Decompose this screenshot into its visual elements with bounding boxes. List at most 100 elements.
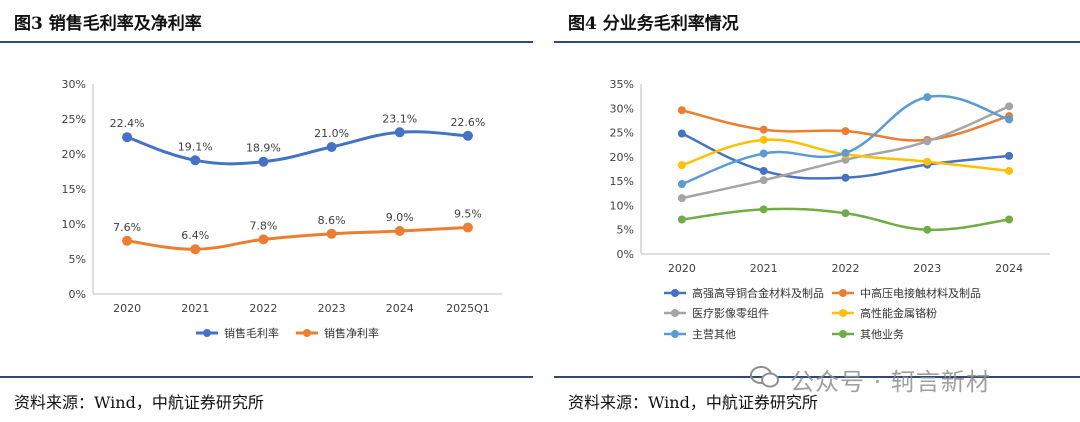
figure-3-chart: 0% 5% 10% 15% 20% 25% 30% 2020 2021 2022 2023 2024 2… — [62, 78, 502, 340]
data-label: 21.0% — [314, 127, 349, 140]
data-point — [759, 166, 768, 175]
y-tick-label: 10% — [62, 218, 86, 231]
data-point — [759, 205, 768, 214]
legend-label: 销售净利率 — [324, 326, 379, 340]
y-tick-label: 30% — [62, 78, 86, 91]
data-point — [462, 130, 473, 141]
data-label: 6.4% — [181, 229, 209, 242]
figure-3-bottom-rule — [0, 376, 533, 378]
data-point — [1005, 166, 1014, 175]
data-point — [190, 244, 201, 255]
legend-label: 主营其他 — [692, 327, 736, 341]
data-label: 7.8% — [249, 219, 277, 232]
data-point — [841, 209, 850, 218]
data-point — [759, 125, 768, 134]
wechat-icon — [750, 366, 779, 388]
data-point — [841, 173, 850, 182]
data-point — [841, 148, 850, 157]
series-line-0 — [126, 130, 468, 166]
data-point — [841, 127, 850, 136]
legend-marker — [839, 309, 847, 317]
legend-marker — [839, 330, 847, 338]
y-tick-label: 15% — [62, 183, 86, 196]
data-point — [1005, 102, 1014, 111]
figure-3-source: 资料来源：Wind，中航证券研究所 — [14, 393, 264, 412]
legend-label: 高性能金属铬粉 — [860, 306, 937, 320]
y-tick-label: 0% — [69, 288, 86, 301]
data-label: 22.4% — [110, 117, 145, 130]
data-point — [677, 106, 686, 115]
x-tick-label: 2023 — [913, 262, 941, 275]
y-tick-label: 10% — [610, 199, 634, 212]
x-tick-label: 2020 — [668, 262, 696, 275]
x-tick-label: 2021 — [181, 302, 209, 315]
y-tick-label: 20% — [610, 151, 634, 164]
data-point — [677, 215, 686, 224]
data-point — [759, 149, 768, 158]
series-line-1 — [681, 109, 1010, 142]
x-tick-label: 2021 — [750, 262, 778, 275]
data-point — [326, 142, 337, 152]
data-label: 9.5% — [454, 208, 482, 221]
y-tick-label: 30% — [610, 102, 634, 115]
data-label: 7.6% — [113, 221, 141, 234]
data-point — [923, 137, 932, 146]
legend-label: 医疗影像零组件 — [692, 306, 769, 320]
legend-marker — [671, 330, 679, 338]
legend-label: 高强高导铜合金材料及制品 — [692, 286, 824, 300]
x-tick-label: 2023 — [318, 302, 346, 315]
data-label: 18.9% — [246, 142, 281, 155]
figure-4-chart: 0% 5% 10% 15% 20% 25% 30% 35% 2020 2021 2022 2023 20… — [610, 78, 1050, 341]
data-point — [1005, 151, 1014, 160]
data-point — [258, 156, 269, 167]
x-tick-label: 2024 — [995, 262, 1023, 275]
data-point — [394, 127, 405, 138]
data-point — [923, 225, 932, 234]
x-tick-label: 2024 — [386, 302, 414, 315]
data-point — [677, 194, 686, 203]
figure-3-title: 图3 销售毛利率及净利率 — [14, 14, 202, 34]
data-label: 8.6% — [318, 214, 346, 227]
data-label: 9.0% — [386, 211, 414, 224]
legend-marker — [303, 329, 311, 337]
data-point — [462, 222, 473, 233]
figure-3-top-rule — [0, 41, 533, 43]
data-point — [759, 176, 768, 185]
data-point — [923, 93, 932, 102]
y-tick-label: 15% — [610, 175, 634, 188]
data-point — [1005, 115, 1014, 124]
legend-marker — [671, 289, 679, 297]
data-point — [677, 180, 686, 189]
data-point — [677, 161, 686, 170]
data-point — [677, 129, 686, 138]
legend-marker — [839, 289, 847, 297]
legend-marker — [671, 309, 679, 317]
series-line-4 — [681, 94, 1010, 186]
figure-3-panel: 图3 销售毛利率及净利率 0% 5% 10% 15% 20% 25% 30% 2020 2021… — [0, 0, 533, 422]
y-tick-label: 20% — [62, 148, 86, 161]
figure-4-panel: 图4 分业务毛利率情况 0% 5% 10% 15% 20% 25% 30% 35% 2020 20… — [554, 0, 1080, 422]
data-point — [1005, 215, 1014, 224]
figure-4-source: 资料来源：Wind，中航证券研究所 — [568, 393, 818, 412]
y-tick-label: 5% — [617, 224, 634, 237]
data-point — [326, 228, 337, 239]
figure-4-bottom-rule — [554, 376, 1080, 378]
y-tick-label: 25% — [610, 127, 634, 140]
y-tick-label: 5% — [69, 253, 86, 266]
legend-label: 其他业务 — [860, 328, 904, 341]
legend-marker — [203, 329, 211, 337]
data-label: 23.1% — [382, 112, 417, 125]
y-tick-label: 25% — [62, 113, 86, 126]
data-label: 22.6% — [450, 116, 485, 129]
y-tick-label: 35% — [610, 78, 634, 91]
data-point — [122, 235, 133, 246]
x-tick-label: 2020 — [113, 302, 141, 315]
data-point — [258, 234, 269, 245]
legend-label: 中高压电接触材料及制品 — [860, 286, 981, 300]
x-tick-label: 2025Q1 — [446, 302, 490, 315]
data-point — [122, 132, 133, 143]
data-point — [394, 226, 405, 236]
watermark-text: 公众号 · 轲言新材 — [790, 368, 991, 396]
series-line-1 — [126, 226, 468, 251]
y-tick-label: 0% — [617, 248, 634, 261]
